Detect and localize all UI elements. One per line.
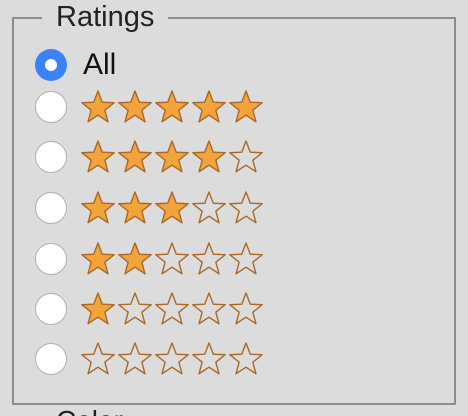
radio-button[interactable] (35, 343, 67, 375)
star-filled-icon (81, 292, 115, 325)
radio-button[interactable] (35, 49, 67, 81)
star-filled-icon (229, 90, 263, 123)
star-filled-icon (118, 90, 152, 123)
rating-option-1-star[interactable] (35, 291, 264, 327)
star-empty-icon (229, 292, 263, 325)
star-filled-icon (155, 191, 189, 224)
star-empty-icon (229, 342, 263, 375)
star-empty-icon (192, 342, 226, 375)
star-filled-icon (118, 140, 152, 173)
next-section-legend: Color (56, 404, 123, 416)
star-rating (80, 291, 264, 327)
star-filled-icon (155, 140, 189, 173)
star-rating (80, 190, 264, 226)
rating-option-all[interactable]: All (35, 47, 116, 83)
star-filled-icon (192, 90, 226, 123)
star-empty-icon (192, 242, 226, 275)
radio-button[interactable] (35, 192, 67, 224)
star-empty-icon (192, 191, 226, 224)
radio-button[interactable] (35, 91, 67, 123)
radio-button[interactable] (35, 293, 67, 325)
rating-option-label: All (83, 48, 117, 81)
rating-option-2-stars[interactable] (35, 241, 264, 277)
radio-button[interactable] (35, 141, 67, 173)
star-rating (80, 89, 264, 125)
ratings-fieldset (12, 17, 456, 405)
star-rating (80, 341, 264, 377)
star-filled-icon (81, 90, 115, 123)
rating-option-0-stars[interactable] (35, 341, 264, 377)
star-empty-icon (229, 140, 263, 173)
star-filled-icon (81, 191, 115, 224)
star-empty-icon (229, 242, 263, 275)
ratings-legend: Ratings (42, 0, 169, 34)
rating-option-3-stars[interactable] (35, 190, 264, 226)
rating-option-5-stars[interactable] (35, 89, 264, 125)
radio-button[interactable] (35, 243, 67, 275)
star-filled-icon (155, 90, 189, 123)
star-filled-icon (81, 140, 115, 173)
rating-option-4-stars[interactable] (35, 139, 264, 175)
star-empty-icon (81, 342, 115, 375)
star-empty-icon (192, 292, 226, 325)
star-empty-icon (155, 292, 189, 325)
star-rating (80, 139, 264, 175)
star-filled-icon (192, 140, 226, 173)
star-empty-icon (155, 242, 189, 275)
star-filled-icon (118, 242, 152, 275)
star-empty-icon (118, 292, 152, 325)
star-empty-icon (229, 191, 263, 224)
star-empty-icon (155, 342, 189, 375)
star-filled-icon (81, 242, 115, 275)
star-filled-icon (118, 191, 152, 224)
star-rating (80, 241, 264, 277)
star-empty-icon (118, 342, 152, 375)
